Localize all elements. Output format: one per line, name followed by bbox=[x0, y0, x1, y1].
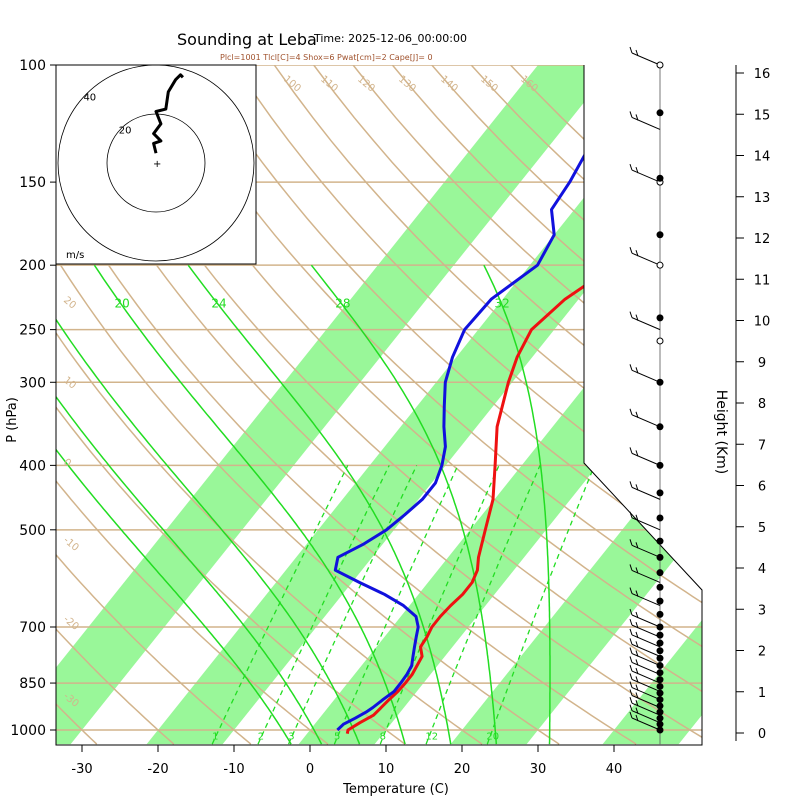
mixing-ratio-label: 5 bbox=[334, 732, 340, 743]
height-marker bbox=[657, 424, 663, 430]
mixing-ratio-label: 20 bbox=[486, 732, 499, 743]
mixing-ratio-label: 3 bbox=[288, 732, 294, 743]
height-marker bbox=[657, 690, 663, 696]
height-marker bbox=[657, 709, 663, 715]
hodograph-ring-label: 20 bbox=[119, 126, 132, 137]
height-tick-label: 15 bbox=[754, 108, 771, 123]
x-tick-label: 40 bbox=[606, 762, 623, 777]
height-marker bbox=[657, 315, 663, 321]
height-marker bbox=[657, 570, 663, 576]
height-tick-label: 7 bbox=[758, 438, 766, 453]
height-tick-label: 14 bbox=[754, 150, 771, 165]
pressure-tick-label: 400 bbox=[19, 458, 46, 474]
height-marker bbox=[657, 379, 663, 385]
moist-adiabat-label: 28 bbox=[335, 297, 350, 311]
height-marker bbox=[657, 262, 663, 268]
height-marker bbox=[657, 110, 663, 116]
height-tick-label: 16 bbox=[754, 67, 771, 82]
height-marker bbox=[657, 490, 663, 496]
pressure-tick-label: 1000 bbox=[10, 723, 46, 739]
height-marker bbox=[657, 62, 663, 68]
height-marker bbox=[657, 727, 663, 733]
x-tick-label: -30 bbox=[71, 762, 92, 777]
sounding-indices: Plcl=1001 Tlcl[C]=4 Shox=6 Pwat[cm]=2 Ca… bbox=[220, 53, 433, 62]
height-marker bbox=[657, 655, 663, 661]
height-marker bbox=[657, 175, 663, 181]
pressure-tick-label: 850 bbox=[19, 676, 46, 692]
moist-adiabat-label: 20 bbox=[114, 297, 129, 311]
x-tick-label: 30 bbox=[530, 762, 547, 777]
sounding-time: Time: 2025-12-06_00:00:00 bbox=[313, 32, 467, 45]
height-marker bbox=[657, 611, 663, 617]
x-tick-label: -20 bbox=[147, 762, 168, 777]
height-tick-label: 5 bbox=[758, 521, 766, 536]
height-marker bbox=[657, 670, 663, 676]
height-tick-label: 6 bbox=[758, 480, 766, 495]
pressure-tick-label: 700 bbox=[19, 620, 46, 636]
height-marker bbox=[657, 554, 663, 560]
height-tick-label: 8 bbox=[758, 397, 766, 412]
x-tick-label: 20 bbox=[454, 762, 471, 777]
height-marker bbox=[657, 632, 663, 638]
height-marker bbox=[657, 232, 663, 238]
height-tick-label: 9 bbox=[758, 356, 766, 371]
pressure-tick-label: 100 bbox=[19, 58, 46, 74]
x-tick-label: 0 bbox=[306, 762, 314, 777]
height-marker bbox=[657, 715, 663, 721]
mixing-ratio-label: 1 bbox=[212, 732, 218, 743]
moist-adiabat-label: 24 bbox=[211, 297, 226, 311]
height-tick-label: 13 bbox=[754, 191, 771, 206]
height-tick-label: 11 bbox=[754, 273, 771, 288]
height-marker bbox=[657, 515, 663, 521]
hodograph-origin-icon: + bbox=[153, 159, 161, 170]
height-marker bbox=[657, 648, 663, 654]
height-tick-label: 4 bbox=[758, 562, 766, 577]
height-tick-label: 12 bbox=[754, 232, 771, 247]
x-tick-label: -10 bbox=[223, 762, 244, 777]
x-tick-label: 10 bbox=[378, 762, 395, 777]
height-marker bbox=[657, 663, 663, 669]
height-marker bbox=[657, 624, 663, 630]
height-marker bbox=[657, 683, 663, 689]
height-tick-label: 10 bbox=[754, 315, 771, 330]
moist-adiabat-label: 32 bbox=[495, 297, 510, 311]
mixing-ratio-label: 2 bbox=[258, 732, 264, 743]
height-tick-label: 1 bbox=[758, 686, 766, 701]
pressure-tick-label: 500 bbox=[19, 523, 46, 539]
x-axis-label: Temperature (C) bbox=[342, 782, 449, 797]
height-tick-label: 0 bbox=[758, 727, 766, 742]
height-marker bbox=[657, 538, 663, 544]
height-marker bbox=[657, 584, 663, 590]
pressure-tick-label: 150 bbox=[19, 175, 46, 191]
height-marker bbox=[657, 338, 663, 344]
y-axis-label: P (hPa) bbox=[5, 397, 20, 443]
mixing-ratio-label: 8 bbox=[380, 732, 386, 743]
height-marker bbox=[657, 697, 663, 703]
height-tick-label: 2 bbox=[758, 645, 766, 660]
height-marker bbox=[657, 677, 663, 683]
height-marker bbox=[657, 703, 663, 709]
chart-title: Sounding at Leba bbox=[177, 30, 317, 49]
mixing-ratio-label: 12 bbox=[425, 732, 438, 743]
pressure-tick-label: 200 bbox=[19, 258, 46, 274]
height-marker bbox=[657, 462, 663, 468]
height-tick-label: 3 bbox=[758, 603, 766, 618]
height-marker bbox=[657, 721, 663, 727]
hodograph-ring-label: 40 bbox=[83, 92, 96, 103]
height-axis-label: Height (Km) bbox=[713, 390, 729, 474]
height-marker bbox=[657, 598, 663, 604]
height-marker bbox=[657, 640, 663, 646]
pressure-tick-label: 250 bbox=[19, 323, 46, 339]
pressure-tick-label: 300 bbox=[19, 375, 46, 391]
hodograph-unit-label: m/s bbox=[66, 250, 84, 261]
